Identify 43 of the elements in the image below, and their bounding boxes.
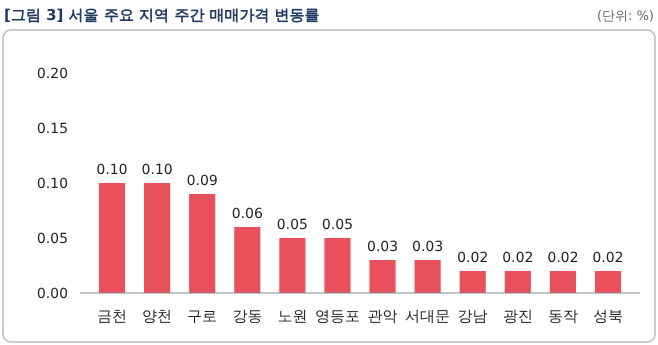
bar (369, 260, 396, 293)
bar (504, 271, 531, 293)
data-label: 0.03 (412, 239, 444, 255)
x-tick-label: 광진 (502, 307, 533, 325)
x-tick-label: 노원 (277, 307, 308, 325)
data-label: 0.02 (457, 250, 488, 266)
bar (460, 271, 486, 293)
bar (98, 183, 126, 293)
data-label: 0.05 (276, 217, 308, 233)
y-tick-label: 0.05 (36, 230, 68, 247)
x-tick-label: 금천 (97, 307, 128, 325)
chart-title: [그림 3] 서울 주요 지역 주간 매매가격 변동률 (4, 6, 320, 24)
data-label: 0.02 (592, 250, 624, 266)
x-tick-label: 성북 (592, 307, 623, 325)
x-tick-label: 양천 (142, 307, 172, 325)
bar (594, 271, 622, 293)
x-tick-label: 강남 (458, 307, 488, 325)
x-tick-label: 동작 (548, 307, 578, 325)
chart-subtitle: (단위: %) (596, 9, 654, 24)
data-label: 0.09 (186, 173, 218, 189)
x-tick-label: 강동 (232, 307, 262, 325)
y-tick-label: 0.15 (36, 120, 68, 137)
bar (234, 227, 260, 293)
data-label: 0.06 (232, 206, 263, 222)
data-label: 0.02 (502, 250, 534, 266)
data-label: 0.10 (142, 162, 173, 178)
bar (324, 238, 351, 293)
x-tick-label: 영등포 (314, 307, 360, 325)
x-tick-label: 관악 (368, 307, 398, 325)
y-tick-label: 0.20 (36, 66, 68, 82)
x-tick-label: 서대문 (405, 307, 450, 325)
y-tick-label: 0.10 (36, 176, 68, 192)
bar (279, 238, 306, 293)
bar (144, 183, 170, 293)
data-label: 0.05 (322, 217, 354, 233)
data-label: 0.02 (547, 250, 578, 266)
data-label: 0.03 (366, 239, 398, 255)
data-label: 0.10 (96, 162, 128, 178)
y-tick-label: 0.00 (36, 286, 68, 302)
bar (189, 194, 216, 293)
bar (414, 260, 441, 293)
bar (550, 271, 576, 293)
x-tick-label: 구로 (187, 307, 218, 325)
